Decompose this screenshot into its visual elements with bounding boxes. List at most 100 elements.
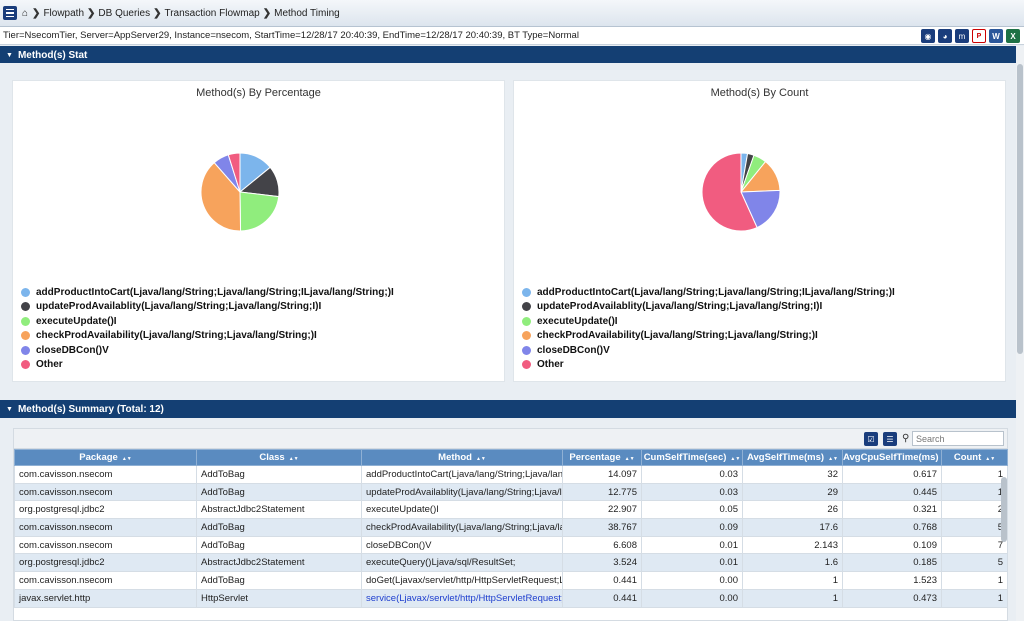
legend-item[interactable]: closeDBCon()V [522, 343, 895, 358]
legend-item[interactable]: addProductIntoCart(Ljava/lang/String;Lja… [21, 285, 394, 300]
list-icon[interactable]: ☰ [883, 432, 897, 446]
table-row[interactable]: org.postgresql.jdbc2 AbstractJdbc2Stateme… [14, 553, 1008, 573]
column-header-label: Package [79, 452, 118, 463]
excel-export-icon[interactable]: X [1006, 29, 1020, 43]
table-row[interactable]: com.cavisson.nsecom AddToBag checkProdAvai… [14, 518, 1008, 537]
menu-icon[interactable] [3, 6, 17, 20]
table-cell: 3.524 [562, 553, 642, 573]
table-cell[interactable]: service(Ljavax/servlet/http/HttpServletR… [361, 588, 563, 608]
word-export-icon[interactable]: W [989, 29, 1003, 43]
table-cell: 0.445 [842, 482, 942, 502]
table-cell[interactable]: doGet(Ljavax/servlet/http/HttpServletReq… [361, 571, 563, 590]
table-row[interactable]: com.cavisson.nsecom AddToBag doGet(Ljavax/… [14, 571, 1008, 590]
column-header[interactable]: Method ▲▼ [361, 449, 563, 466]
legend-item[interactable]: executeUpdate()I [21, 314, 394, 329]
legend-label: Other [537, 359, 564, 371]
table-toolbar: ☑ ☰ ⚲ [14, 429, 1007, 449]
column-header[interactable]: Percentage ▲▼ [562, 449, 642, 466]
table-cell: 0.185 [842, 553, 942, 573]
sort-icon[interactable]: ▲▼ [121, 456, 132, 462]
sort-icon[interactable]: ▲▼ [730, 456, 741, 462]
legend-item[interactable]: updateProdAvailablity(Ljava/lang/String;… [522, 300, 895, 315]
legend-item[interactable]: checkProdAvailability(Ljava/lang/String;… [21, 329, 394, 344]
search-input[interactable] [912, 431, 1004, 446]
sort-icon[interactable]: ▲▼ [828, 456, 838, 462]
stats-panel-header[interactable]: ▼ Method(s) Stat [0, 46, 1018, 64]
column-header-label: Method [438, 452, 472, 463]
pie-icon[interactable]: ◕ [938, 29, 952, 43]
table-cell[interactable]: executeUpdate()I [361, 500, 563, 520]
pie-slice-3[interactable] [200, 161, 242, 232]
column-header[interactable]: Package ▲▼ [14, 449, 197, 466]
legend-item[interactable]: addProductIntoCart(Ljava/lang/String;Lja… [522, 285, 895, 300]
table-cell: AddToBag [196, 571, 362, 590]
table-cell: 26 [742, 500, 843, 520]
table-scrollbar[interactable] [1001, 477, 1007, 542]
pie-slice-5[interactable] [701, 152, 758, 232]
chevron-right-icon: ❯ [32, 7, 41, 19]
column-header[interactable]: Count ▲▼ [941, 449, 1008, 466]
table-cell[interactable]: addProductIntoCart(Ljava/lang/String;Lja… [361, 465, 563, 484]
sort-icon[interactable]: ▲▼ [985, 456, 996, 462]
summary-panel-title: Method(s) Summary (Total: 12) [17, 403, 164, 415]
collapse-caret-icon[interactable]: ▼ [6, 51, 13, 59]
chevron-right-icon: ❯ [87, 7, 96, 19]
table-cell[interactable]: executeQuery()Ljava/sql/ResultSet; [361, 553, 563, 573]
table-cell: 32 [742, 465, 843, 484]
sort-icon[interactable]: ▲▼ [288, 456, 299, 462]
legend-item[interactable]: checkProdAvailability(Ljava/lang/String;… [522, 329, 895, 344]
table-cell: 1 [941, 482, 1008, 502]
table-cell: 0.768 [842, 518, 942, 537]
column-header[interactable]: Class ▲▼ [196, 449, 362, 466]
breadcrumb-flowpath[interactable]: Flowpath [43, 7, 85, 19]
pie-slice-2[interactable] [239, 191, 280, 232]
table-cell: com.cavisson.nsecom [14, 518, 197, 537]
breadcrumb-transaction-flowmap[interactable]: Transaction Flowmap [164, 7, 260, 19]
sort-icon[interactable]: ▲▼ [624, 456, 635, 462]
legend-item[interactable]: closeDBCon()V [21, 343, 394, 358]
legend-item[interactable]: Other [522, 358, 895, 373]
legend-dot-icon [21, 302, 30, 312]
table-cell: 0.109 [842, 535, 942, 555]
table-cell: 1.6 [742, 553, 843, 573]
column-select-icon[interactable]: ☑ [864, 432, 878, 446]
chevron-right-icon: ❯ [153, 7, 162, 19]
column-header[interactable]: AvgCpuSelfTime(ms)▲▼ [842, 449, 942, 466]
page-scrollbar-thumb[interactable] [1017, 64, 1023, 354]
legend-label: executeUpdate()I [537, 315, 618, 327]
column-header[interactable]: AvgSelfTime(ms) ▲▼ [742, 449, 843, 466]
table-cell: com.cavisson.nsecom [14, 482, 197, 502]
pie-slice-4[interactable] [740, 189, 781, 229]
table-row[interactable]: javax.servlet.http HttpServlet service(Lja… [14, 588, 1008, 608]
table-row[interactable]: org.postgresql.jdbc2 AbstractJdbc2Stateme… [14, 500, 1008, 520]
table-cell: 7 [941, 535, 1008, 555]
collapse-caret-icon[interactable]: ▼ [6, 405, 13, 413]
pie-chart-percentage [200, 152, 280, 232]
chart-icon[interactable]: ◉ [921, 29, 935, 43]
breadcrumb-db-queries[interactable]: DB Queries [98, 7, 151, 19]
column-header-label: Count [953, 452, 982, 463]
table-row[interactable]: com.cavisson.nsecom AddToBag closeDBCon()V… [14, 535, 1008, 555]
legend-label: closeDBCon()V [36, 344, 109, 356]
legend-label: updateProdAvailablity(Ljava/lang/String;… [537, 301, 823, 313]
summary-panel-header[interactable]: ▼ Method(s) Summary (Total: 12) [0, 400, 1018, 418]
table-row[interactable]: com.cavisson.nsecom AddToBag addProductInt… [14, 465, 1008, 484]
m-icon[interactable]: m [955, 29, 969, 43]
table-cell[interactable]: checkProdAvailability(Ljava/lang/String;… [361, 518, 563, 537]
breadcrumb: ⌂ ❯ Flowpath ❯ DB Queries ❯ Transaction … [22, 8, 340, 19]
legend-item[interactable]: Other [21, 358, 394, 373]
sort-icon[interactable]: ▲▼ [475, 456, 486, 462]
table-cell: 0.617 [842, 465, 942, 484]
table-cell: 0.01 [641, 553, 743, 573]
legend-item[interactable]: executeUpdate()I [522, 314, 895, 329]
legend-item[interactable]: updateProdAvailablity(Ljava/lang/String;… [21, 300, 394, 315]
table-cell: 2 [941, 500, 1008, 520]
pdf-export-icon[interactable]: P [972, 29, 986, 43]
legend-dot-icon [21, 360, 30, 370]
table-row[interactable]: com.cavisson.nsecom AddToBag updateProdAva… [14, 482, 1008, 502]
home-icon[interactable]: ⌂ [22, 7, 29, 19]
pie-slice-5[interactable] [227, 152, 241, 193]
table-cell[interactable]: updateProdAvailablity(Ljava/lang/String;… [361, 482, 563, 502]
column-header[interactable]: CumSelfTime(sec) ▲▼ [641, 449, 743, 466]
table-cell[interactable]: closeDBCon()V [361, 535, 563, 555]
